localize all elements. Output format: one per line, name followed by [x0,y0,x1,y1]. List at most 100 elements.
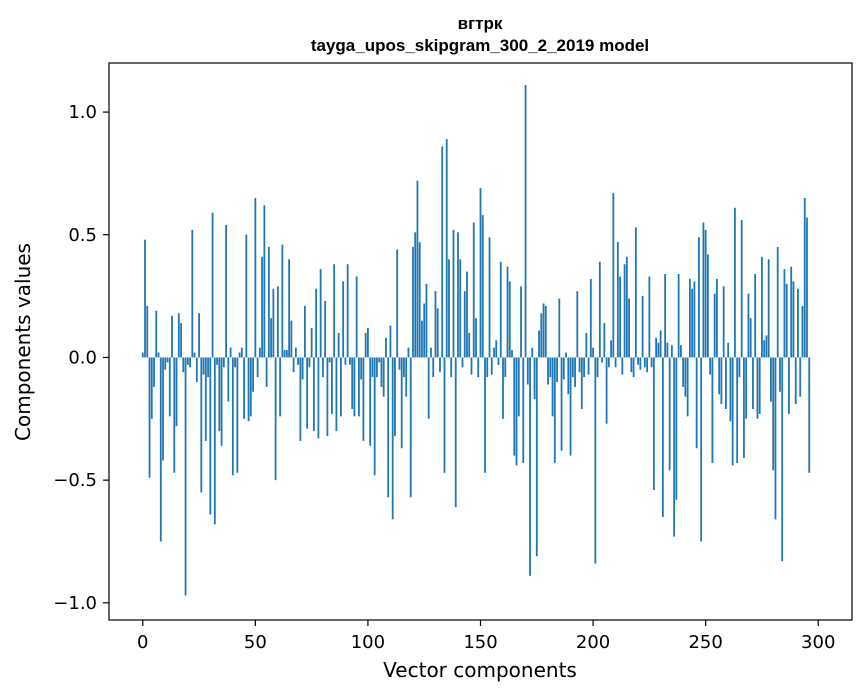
bar [281,244,284,358]
bar [198,313,200,358]
bar [641,296,644,358]
bar [182,357,185,373]
bar [263,205,266,358]
bar [803,197,806,358]
bar [367,328,369,358]
bar [565,352,567,358]
bar [407,347,410,358]
bar [358,357,360,417]
bar [779,357,781,392]
bar [211,212,214,358]
bar [337,332,340,358]
bar [630,357,633,373]
x-tick-label: 200 [576,632,610,653]
bar [493,347,495,358]
x-tick-label: 250 [688,632,722,653]
bar [292,357,295,373]
bar [398,357,401,370]
bar [301,357,304,380]
bar [754,274,757,358]
bar [790,266,793,358]
bar [628,298,630,358]
bar [355,276,358,358]
bar [351,357,354,409]
bar [585,332,588,358]
bar [670,345,673,358]
bar [272,288,275,358]
bar [707,254,709,358]
bar [421,320,423,358]
bar [533,357,536,400]
bar [794,357,797,405]
bar [749,318,752,358]
bar [580,357,583,409]
bar [328,357,331,363]
bar [578,357,581,373]
bar [439,357,441,373]
bar [141,352,144,358]
bar [490,357,493,375]
bar [576,291,579,358]
bar [171,315,173,358]
bar [634,227,637,358]
bar [479,188,482,358]
chart-title: вгтрк [458,14,503,33]
bar [481,215,484,358]
bar [623,264,626,358]
bar [470,357,473,375]
y-axis-label: Components values [11,243,35,441]
bar [288,259,291,358]
bar [207,357,209,378]
bar [245,234,248,358]
bar [632,357,635,378]
bar [646,357,649,373]
bar [776,247,779,358]
bar [310,328,313,358]
bar [472,222,475,358]
bar [574,357,576,387]
x-axis-label: Vector components [383,658,577,682]
bar [427,357,430,419]
bar [767,259,770,358]
bar [380,357,383,387]
bar [231,357,234,476]
bar [416,180,419,358]
bar [731,357,734,466]
y-tick-label: −1.0 [53,593,97,614]
bar [373,357,376,476]
bar [418,242,421,358]
bar [468,332,471,358]
bar [524,85,527,358]
bar [722,286,725,358]
bar [382,357,385,397]
bar [362,357,365,441]
bar [144,239,146,358]
bar [504,357,507,378]
bar [409,357,412,498]
bar [353,357,356,417]
bar [650,357,653,368]
bar [430,347,432,358]
x-tick-label: 50 [244,632,267,653]
bar [614,357,617,368]
bar [335,357,338,432]
bar [166,357,169,363]
bar [619,276,621,358]
bar [549,357,552,378]
bar [704,229,707,358]
bar [693,281,696,358]
bar [213,357,216,525]
bar [148,357,151,478]
bar [344,357,347,365]
bar [695,357,698,449]
bar [598,261,601,358]
bar [569,357,572,456]
bar [249,357,252,417]
bar [686,357,689,417]
bar [445,139,448,358]
bar [331,357,333,414]
bar [276,286,279,358]
bar [227,357,230,402]
bar [648,276,651,358]
